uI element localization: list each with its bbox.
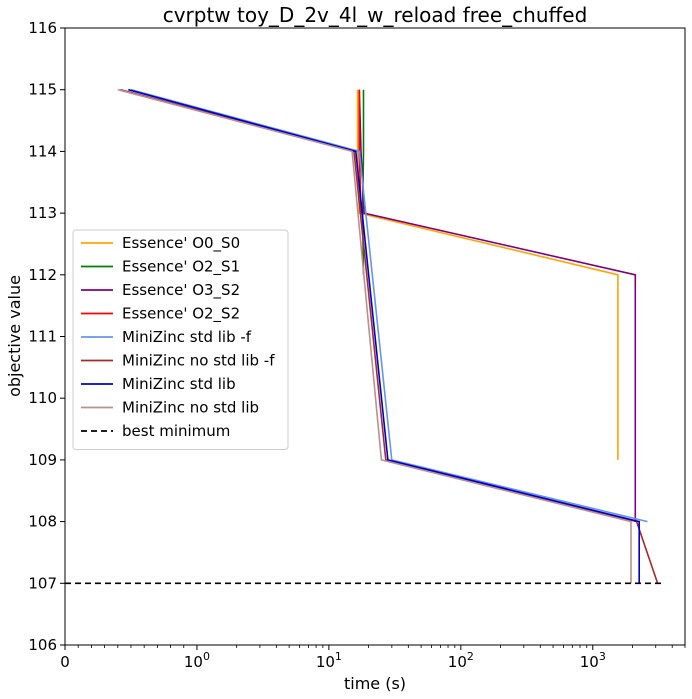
series-line-4 (130, 88, 648, 523)
series-lines (65, 88, 662, 585)
x-axis: 0 100 101 102 103 (60, 645, 686, 671)
legend-entry: Essence' O2_S1 (122, 258, 240, 277)
series-line-7 (117, 88, 632, 584)
x-tick-label: 100 (184, 650, 210, 671)
y-tick-label: 115 (28, 81, 57, 99)
y-tick-label: 108 (28, 513, 57, 531)
y-tick-label: 113 (28, 204, 57, 222)
legend-entry: Essence' O2_S2 (122, 305, 240, 324)
legend-entry: MiniZinc no std lib (122, 399, 259, 417)
series-line-2 (358, 89, 637, 522)
y-tick-label: 106 (28, 636, 57, 654)
series-line-6 (128, 88, 641, 584)
x-tick-label: 0 (60, 653, 70, 671)
x-tick-label: 101 (316, 650, 342, 671)
legend: Essence' O0_S0 Essence' O2_S1 Essence' O3_… (72, 229, 289, 450)
y-axis: 106 107 108 109 110 111 112 113 114 115 116 (28, 19, 65, 654)
legend-entry: MiniZinc std lib (122, 375, 236, 393)
chart-title: cvrptw toy_D_2v_4l_w_reload free_chuffed (163, 3, 588, 27)
series-line-0 (356, 89, 619, 460)
legend-entry: MiniZinc std lib -f (122, 328, 252, 346)
legend-box (72, 229, 289, 450)
y-tick-label: 111 (28, 328, 57, 346)
y-tick-label: 114 (28, 142, 57, 160)
x-tick-label: 103 (580, 650, 606, 671)
legend-entry: Essence' O0_S0 (122, 234, 240, 253)
legend-entry: Essence' O3_S2 (122, 281, 240, 300)
y-tick-label: 116 (28, 19, 57, 37)
y-tick-label: 112 (28, 266, 57, 284)
y-tick-label: 107 (28, 574, 57, 592)
y-tick-label: 110 (28, 389, 57, 407)
y-axis-label: objective value (5, 275, 24, 397)
x-tick-label: 102 (448, 650, 474, 671)
legend-entry: MiniZinc no std lib -f (122, 352, 275, 370)
legend-entry: best minimum (122, 422, 230, 440)
x-axis-label: time (s) (344, 674, 406, 693)
y-tick-label: 109 (28, 451, 57, 469)
